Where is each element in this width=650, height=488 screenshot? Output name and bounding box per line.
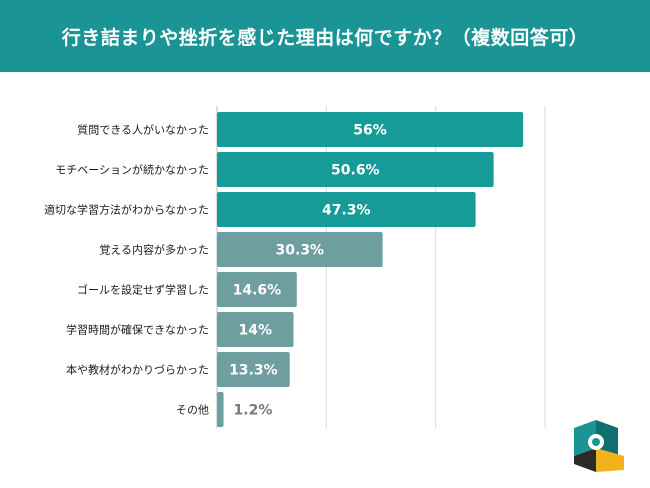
data-label: 50.6%: [331, 163, 380, 179]
category-label: 質問できる人がいなかった: [77, 123, 209, 137]
data-label: 56%: [353, 123, 387, 139]
bar-chart: 質問できる人がいなかった 56% モチベーションが続かなかった 50.6% 適切な学習方…: [44, 106, 546, 428]
brand-logo-icon: [574, 420, 624, 472]
category-label: ゴールを設定せず学習した: [77, 283, 209, 297]
bar: [217, 112, 524, 147]
data-label: 14.6%: [233, 283, 282, 299]
data-label: 47.3%: [322, 203, 371, 219]
bar: [217, 392, 224, 427]
category-label: 学習時間が確保できなかった: [66, 323, 209, 337]
chart-header: 行き詰まりや挫折を感じた理由は何ですか？（複数回答可）: [0, 0, 650, 72]
data-label: 14%: [239, 323, 273, 339]
category-label: その他: [176, 404, 209, 417]
category-label: 適切な学習方法がわからなかった: [44, 203, 209, 217]
category-label: モチベーションが続かなかった: [55, 163, 209, 177]
data-label: 1.2%: [234, 403, 273, 419]
category-label: 覚える内容が多かった: [99, 243, 209, 257]
bar: [217, 152, 494, 187]
bar: [217, 352, 290, 387]
bar: [217, 232, 383, 267]
category-label: 本や教材がわかりづらかった: [66, 363, 209, 377]
data-label: 13.3%: [229, 363, 278, 379]
data-label: 30.3%: [276, 243, 325, 259]
chart-title: 行き詰まりや挫折を感じた理由は何ですか？（複数回答可）: [61, 26, 589, 49]
bar: [217, 272, 297, 307]
bar: [217, 312, 294, 347]
bar: [217, 192, 476, 227]
